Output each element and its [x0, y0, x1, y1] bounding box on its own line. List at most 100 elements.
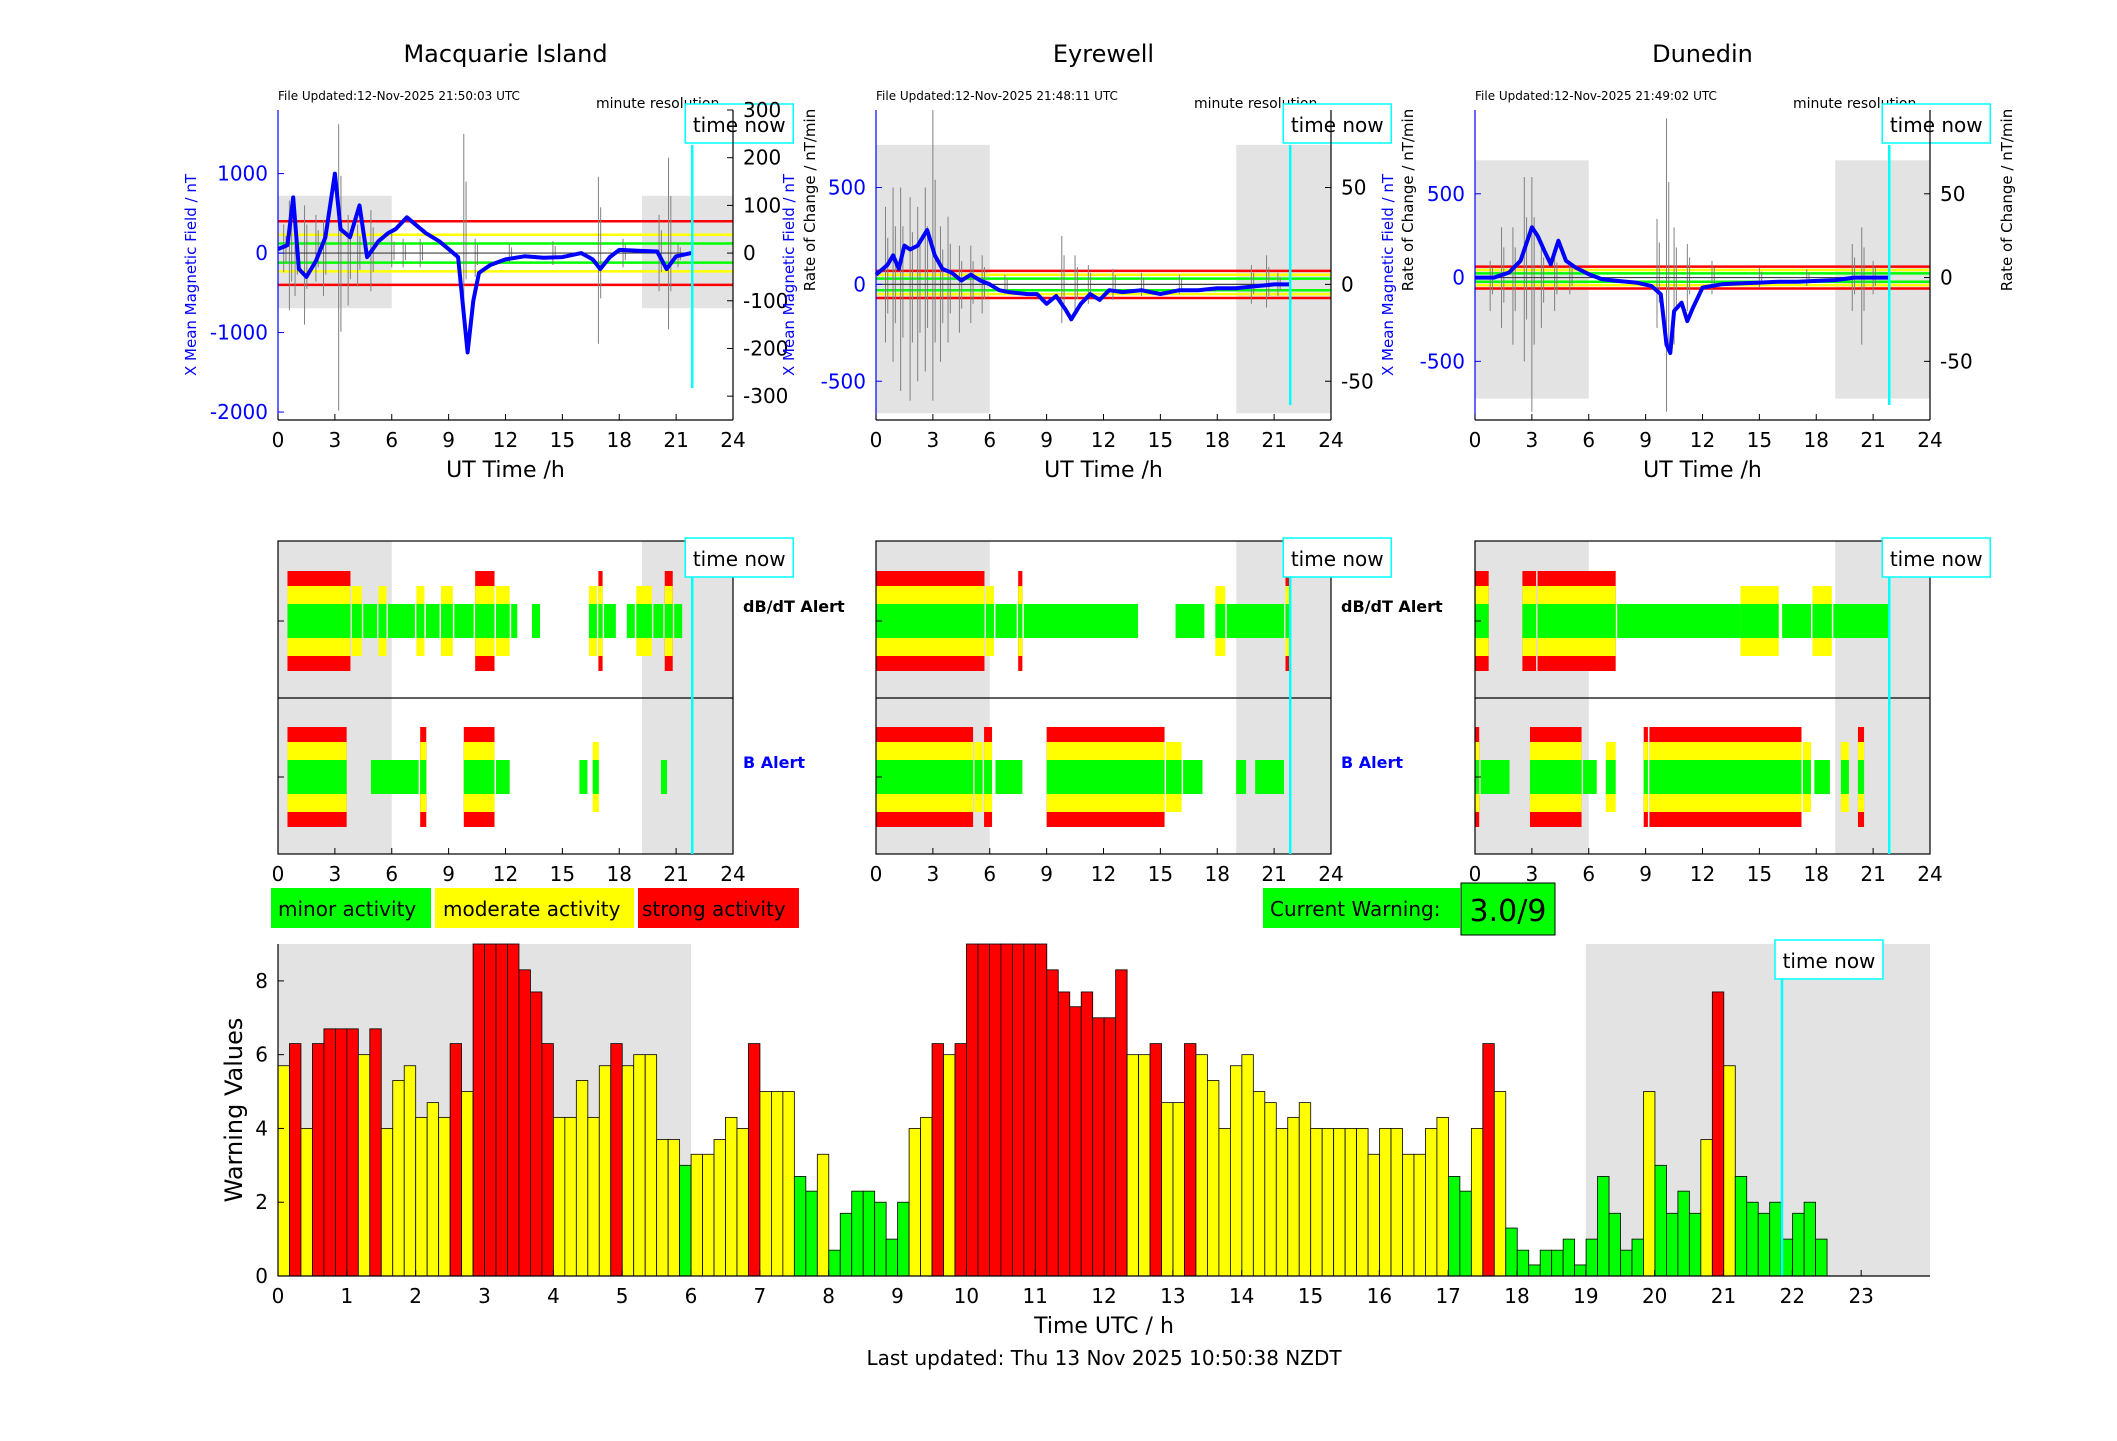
field-trace: [277, 171, 692, 355]
x-tick-label: 24: [1318, 428, 1343, 452]
alert-block-minor: [1782, 604, 1811, 638]
legend-moderate-label: moderate activity: [443, 897, 621, 921]
time-now-text: time now: [1890, 113, 1983, 137]
alert-block-minor: [1643, 760, 1648, 794]
alert-block-minor: [378, 604, 387, 638]
alert-block-minor: [664, 604, 673, 638]
time-now-text: time now: [1890, 547, 1983, 571]
alert-block-minor: [287, 604, 351, 638]
alert-block-minor: [1605, 760, 1616, 794]
x-tick-label: 15: [1148, 862, 1173, 886]
y-axis-label-left: X Mean Magnetic Field / nT: [182, 173, 200, 376]
alert-block-minor: [995, 760, 1023, 794]
warning-bar: [816, 1153, 830, 1277]
warning-bar: [931, 1043, 944, 1277]
x-tick-label: 23: [1848, 1284, 1873, 1308]
warning-bar: [415, 1116, 428, 1277]
alert-block-minor: [592, 760, 599, 794]
warning-bar: [1367, 1153, 1380, 1277]
warning-bar: [1574, 1264, 1587, 1277]
warning-bar: [300, 1128, 313, 1277]
alert-block-minor: [876, 760, 974, 794]
warning-bar: [564, 1116, 577, 1277]
x-tick-label: 24: [1318, 862, 1343, 886]
warning-bar: [851, 1190, 864, 1277]
y2-tick-label: 100: [743, 193, 781, 217]
warning-bar: [369, 1028, 382, 1277]
alert-block-minor: [1537, 604, 1616, 638]
alert-block-minor: [416, 604, 425, 638]
warning-bar: [357, 1054, 371, 1277]
x-tick-label: 19: [1573, 1284, 1598, 1308]
x-tick-label: 0: [1469, 862, 1482, 886]
alert-block-minor: [1802, 760, 1811, 794]
x-tick-label: 3: [329, 862, 342, 886]
x-tick-label: 18: [1804, 862, 1829, 886]
x-tick-label: 3: [1526, 862, 1539, 886]
x-tick-label: 3: [1526, 428, 1539, 452]
alert-block-minor: [1649, 760, 1802, 794]
warning-bar: [1551, 1249, 1564, 1277]
warning-bar: [1184, 1043, 1197, 1277]
x-tick-label: 0: [272, 862, 285, 886]
x-tick-label: 24: [1917, 428, 1942, 452]
y2-tick-label: 200: [743, 146, 781, 170]
warning-bar: [1011, 943, 1025, 1277]
alert-block-minor: [454, 604, 474, 638]
x-tick-label: 15: [1747, 862, 1772, 886]
y2-tick-label: 50: [1940, 182, 1965, 206]
warning-bar: [1505, 1227, 1518, 1277]
warning-bar: [1792, 1212, 1805, 1277]
x-tick-label: 18: [1205, 428, 1230, 452]
x-tick-label: 21: [1261, 428, 1286, 452]
warning-bar: [977, 943, 990, 1277]
x-tick-label: 9: [1639, 862, 1652, 886]
warning-bar: [598, 1065, 612, 1277]
warning-bar: [862, 1190, 876, 1277]
y-tick-label: 500: [828, 176, 866, 200]
warning-bar: [1620, 1249, 1633, 1277]
warning-bar: [1757, 1212, 1771, 1277]
alert-block-minor: [1840, 760, 1849, 794]
warning-bar: [507, 943, 520, 1277]
x-tick-label: 21: [663, 428, 688, 452]
x-tick-label: 8: [822, 1284, 835, 1308]
x-tick-label: 0: [272, 428, 285, 452]
warning-bar: [1666, 1212, 1679, 1277]
warning-bar: [1448, 1176, 1461, 1277]
x-tick-label: 9: [1639, 428, 1652, 452]
warning-bar: [1356, 1128, 1369, 1277]
x-tick-label: 2: [409, 1284, 422, 1308]
warning-bar: [874, 1201, 887, 1277]
legend-strong-swatch: [638, 888, 799, 928]
x-tick-label: 12: [1091, 862, 1116, 886]
x-tick-label: 12: [1091, 428, 1116, 452]
warning-bar: [759, 1091, 772, 1277]
warning-bar: [1597, 1176, 1610, 1277]
warning-bar: [1298, 1102, 1312, 1277]
time-now-box: [1282, 103, 1392, 144]
x-tick-label: 21: [1261, 862, 1286, 886]
x-tick-label: 9: [1040, 862, 1053, 886]
x-tick-label: 15: [1747, 428, 1772, 452]
warning-bar: [1470, 1128, 1484, 1277]
warning-bar: [610, 1043, 623, 1277]
warning-bar: [587, 1116, 600, 1277]
time-now-box: [684, 537, 794, 578]
x-axis-label: UT Time /h: [1643, 458, 1762, 483]
warning-bar: [1092, 1017, 1105, 1277]
x-tick-label: 3: [927, 428, 940, 452]
alert-block-minor: [1215, 604, 1226, 638]
warning-bar: [1218, 1128, 1231, 1277]
db-alert-label: dB/dT Alert: [1341, 597, 1443, 616]
warning-bar: [495, 943, 508, 1277]
alert-block-minor: [387, 604, 415, 638]
x-tick-label: 9: [442, 862, 455, 886]
y-tick-label: 4: [255, 1116, 268, 1140]
warning-bar: [667, 1139, 681, 1277]
y-tick-label: -500: [821, 369, 866, 393]
x-tick-label: 24: [720, 428, 745, 452]
x-tick-label: 0: [870, 862, 883, 886]
x-tick-label: 18: [1804, 428, 1829, 452]
